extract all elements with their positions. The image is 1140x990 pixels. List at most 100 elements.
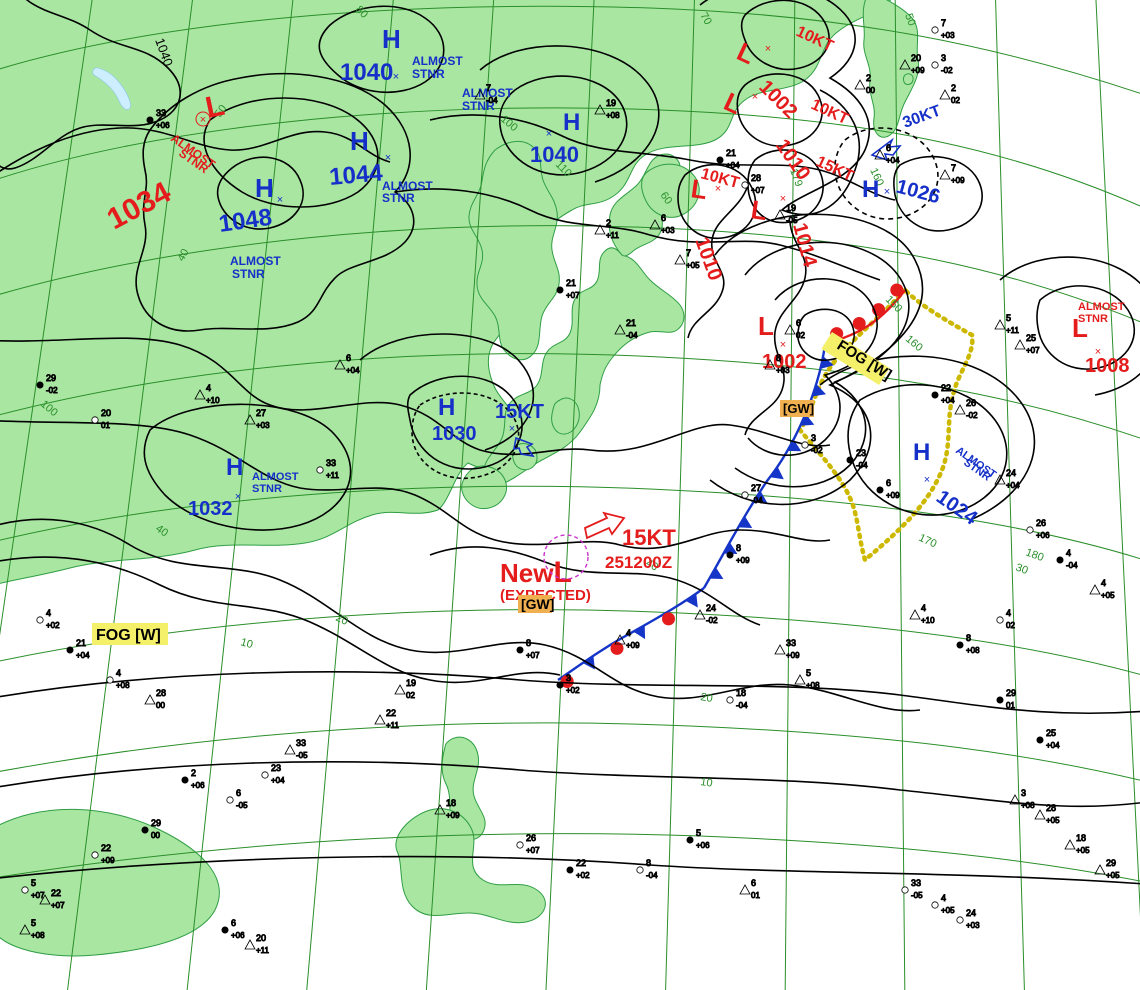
svg-text:4: 4 [941, 893, 946, 903]
svg-text:×: × [780, 339, 786, 351]
svg-text:-02: -02 [966, 411, 978, 420]
svg-text:160: 160 [903, 333, 925, 354]
svg-text:6: 6 [751, 878, 756, 888]
svg-text:7: 7 [951, 163, 956, 173]
svg-text:+11: +11 [606, 231, 620, 240]
svg-text:×: × [509, 423, 515, 435]
svg-text:+08: +08 [966, 646, 980, 655]
svg-text:×: × [1095, 346, 1101, 358]
svg-text:+04: +04 [76, 651, 90, 660]
svg-text:H: H [913, 439, 930, 466]
svg-text:19: 19 [786, 203, 796, 213]
svg-text:+02: +02 [46, 621, 60, 630]
svg-text:H: H [255, 173, 274, 203]
svg-text:26: 26 [526, 833, 536, 843]
svg-text:02: 02 [951, 96, 960, 105]
svg-text:-05: -05 [296, 751, 308, 760]
svg-text:H: H [438, 394, 455, 421]
svg-text:3: 3 [1021, 788, 1026, 798]
svg-text:25: 25 [1026, 333, 1036, 343]
svg-text:4: 4 [206, 383, 211, 393]
svg-text:01: 01 [751, 891, 760, 900]
svg-text:+04: +04 [726, 161, 740, 170]
svg-text:×: × [765, 43, 771, 55]
svg-text:+07: +07 [566, 291, 580, 300]
svg-text:24: 24 [1006, 468, 1016, 478]
svg-text:21: 21 [76, 638, 86, 648]
svg-text:01: 01 [101, 421, 110, 430]
svg-text:00: 00 [151, 831, 160, 840]
svg-text:FOG [W]: FOG [W] [96, 627, 161, 644]
svg-text:×: × [277, 194, 283, 206]
svg-text:+06: +06 [156, 121, 170, 130]
svg-text:8: 8 [526, 638, 531, 648]
svg-text:2: 2 [866, 73, 871, 83]
svg-text:-02: -02 [811, 446, 823, 455]
svg-text:5: 5 [31, 918, 36, 928]
svg-text:-02: -02 [941, 66, 953, 75]
svg-text:+11: +11 [1006, 326, 1020, 335]
svg-text:22: 22 [386, 708, 396, 718]
svg-text:STNR: STNR [252, 483, 282, 495]
svg-text:6: 6 [796, 318, 801, 328]
svg-text:33: 33 [911, 878, 921, 888]
svg-text:+07: +07 [31, 891, 45, 900]
svg-text:STNR: STNR [232, 267, 265, 281]
svg-text:+07: +07 [751, 186, 765, 195]
svg-text:+08: +08 [31, 931, 45, 940]
svg-text:H: H [350, 126, 369, 156]
svg-text:15KT: 15KT [622, 525, 676, 550]
svg-text:1040: 1040 [530, 142, 579, 167]
svg-text:×: × [546, 128, 552, 140]
svg-text:33: 33 [786, 638, 796, 648]
svg-text:[GW]: [GW] [521, 596, 554, 612]
svg-text:22: 22 [51, 888, 61, 898]
svg-text:29: 29 [1006, 688, 1016, 698]
svg-text:1024: 1024 [932, 486, 982, 530]
svg-text:+04: +04 [1006, 481, 1020, 490]
svg-text:20: 20 [101, 408, 111, 418]
svg-text:+06: +06 [231, 931, 245, 940]
svg-text:3: 3 [811, 433, 816, 443]
svg-text:33: 33 [326, 458, 336, 468]
svg-text:+04: +04 [886, 156, 900, 165]
svg-text:180: 180 [1024, 547, 1045, 565]
svg-text:-04: -04 [486, 96, 498, 105]
svg-text:×: × [393, 71, 399, 83]
svg-text:4: 4 [116, 668, 121, 678]
svg-text:26: 26 [966, 398, 976, 408]
svg-text:33: 33 [296, 738, 306, 748]
svg-text:24: 24 [706, 603, 716, 613]
svg-text:28: 28 [156, 688, 166, 698]
svg-text:+11: +11 [386, 721, 400, 730]
svg-text:+07: +07 [1026, 346, 1040, 355]
svg-text:×: × [924, 474, 930, 486]
svg-text:4: 4 [1101, 578, 1106, 588]
svg-text:5: 5 [31, 878, 36, 888]
svg-text:-04: -04 [856, 461, 868, 470]
svg-text:+10: +10 [921, 616, 935, 625]
svg-text:28: 28 [751, 173, 761, 183]
svg-text:29: 29 [46, 373, 56, 383]
svg-text:8: 8 [966, 633, 971, 643]
svg-text:STNR: STNR [382, 191, 415, 205]
svg-text:27: 27 [751, 483, 761, 493]
svg-text:+09: +09 [886, 491, 900, 500]
svg-text:15KT: 15KT [495, 401, 544, 423]
svg-text:6: 6 [886, 478, 891, 488]
svg-text:STNR: STNR [412, 67, 445, 81]
svg-text:21: 21 [566, 278, 576, 288]
svg-text:20: 20 [699, 691, 713, 705]
svg-text:+07: +07 [526, 846, 540, 855]
svg-text:5: 5 [696, 828, 701, 838]
svg-text:18: 18 [446, 798, 456, 808]
svg-text:+09: +09 [911, 66, 925, 75]
svg-text:-02: -02 [706, 616, 718, 625]
svg-text:20: 20 [256, 933, 266, 943]
svg-text:+09: +09 [101, 856, 115, 865]
svg-text:4: 4 [626, 628, 631, 638]
svg-text:+03: +03 [256, 421, 270, 430]
svg-text:-04: -04 [1066, 561, 1078, 570]
svg-text:+04: +04 [346, 366, 360, 375]
svg-text:+09: +09 [626, 641, 640, 650]
